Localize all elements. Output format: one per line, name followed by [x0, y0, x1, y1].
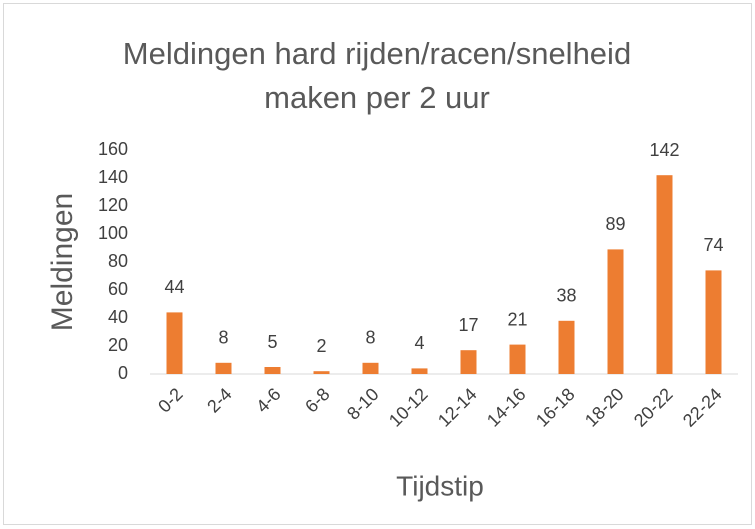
bar — [411, 368, 428, 374]
data-label: 142 — [649, 140, 679, 160]
bar — [313, 371, 330, 374]
data-label: 74 — [703, 235, 723, 255]
bar — [509, 344, 526, 374]
x-axis-label: Tijdstip — [396, 470, 484, 501]
chart-title: Meldingen hard rijden/racen/snelheid mak… — [122, 36, 632, 115]
bar — [166, 312, 183, 374]
y-tick-label: 40 — [108, 307, 128, 327]
data-label: 5 — [267, 332, 277, 352]
data-label: 17 — [458, 315, 478, 335]
bar — [607, 249, 624, 374]
bar — [362, 362, 379, 374]
data-label: 89 — [605, 214, 625, 234]
chart-border — [3, 3, 752, 525]
data-label: 21 — [507, 309, 527, 329]
y-axis-label: Meldingen — [46, 193, 79, 331]
y-tick-label: 140 — [98, 167, 128, 187]
y-tick-label: 0 — [118, 363, 128, 383]
data-label: 4 — [414, 333, 424, 353]
bar — [705, 270, 722, 374]
bar — [264, 367, 281, 374]
data-label: 8 — [218, 328, 228, 348]
y-tick-label: 100 — [98, 223, 128, 243]
bar — [656, 175, 673, 374]
data-label: 38 — [556, 286, 576, 306]
y-tick-label: 160 — [98, 139, 128, 159]
data-label: 44 — [164, 277, 184, 297]
y-tick-label: 20 — [108, 335, 128, 355]
y-tick-label: 60 — [108, 279, 128, 299]
bar — [215, 362, 232, 374]
data-label: 2 — [316, 336, 326, 356]
bar — [460, 350, 477, 374]
data-label: 8 — [365, 328, 375, 348]
y-tick-label: 80 — [108, 251, 128, 271]
y-tick-label: 120 — [98, 195, 128, 215]
bar — [558, 320, 575, 374]
